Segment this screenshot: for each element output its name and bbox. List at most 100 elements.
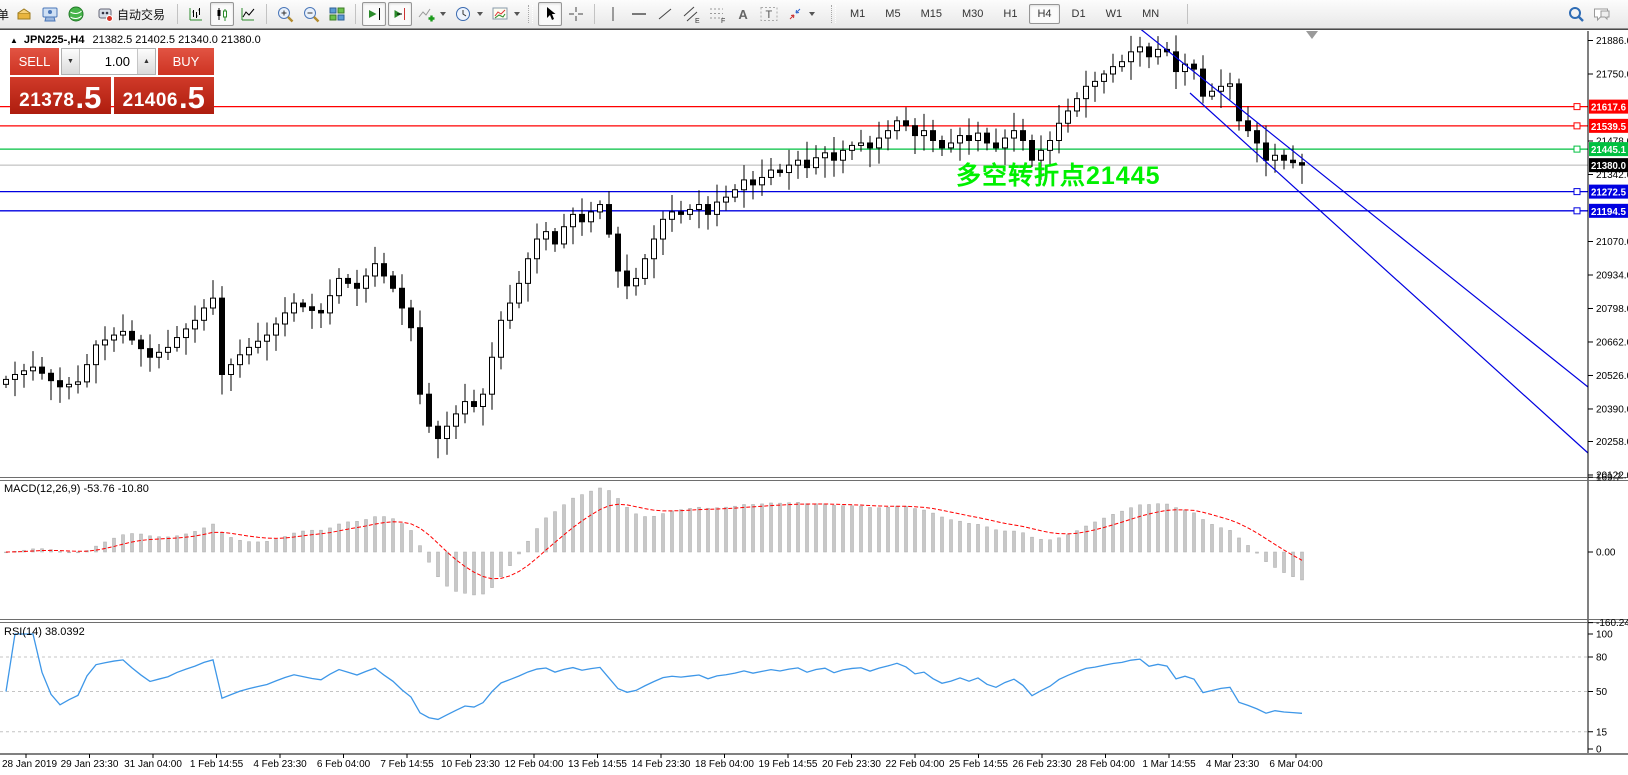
green-globe-icon[interactable] (64, 2, 88, 26)
line-chart-icon[interactable] (236, 2, 260, 26)
text-label-glyph: T (766, 9, 773, 21)
price-badge[interactable] (1589, 158, 1628, 173)
volume-increase-button[interactable]: ▲ (137, 49, 155, 74)
crosshair-icon[interactable] (564, 2, 588, 26)
buy-price-display[interactable]: 21406.5 (113, 77, 214, 114)
macd-histogram-bar (139, 533, 143, 553)
price-tick-label: 21750.0 (1596, 70, 1628, 81)
line-anchor-handle[interactable] (1573, 122, 1581, 130)
cursor-icon[interactable] (538, 2, 563, 26)
candle-body (525, 258, 531, 284)
candle-body (1263, 142, 1269, 161)
timeframe-button-m15[interactable]: M15 (920, 8, 942, 20)
price-badge[interactable] (1589, 118, 1628, 133)
macd-histogram-bar (985, 526, 989, 553)
chat-icon[interactable] (1590, 2, 1614, 26)
chart-shift-icon-svg (394, 8, 406, 20)
trendline[interactable] (1138, 30, 1589, 388)
timeframe-button-d1[interactable]: D1 (1071, 8, 1086, 20)
time-tick-label: 12 Feb 04:00 (505, 759, 564, 770)
search-icon[interactable] (1564, 2, 1588, 26)
volume-decrease-button[interactable]: ▼ (62, 49, 80, 74)
indicators-dropdown-arrow[interactable] (440, 12, 447, 16)
candle-body (1056, 122, 1062, 142)
text-icon[interactable]: A (738, 6, 748, 22)
line-anchor-handle[interactable] (1573, 103, 1581, 111)
equidistant-channel-icon[interactable]: E (679, 2, 703, 26)
horizontal-line-icon[interactable] (627, 2, 651, 26)
macd-histogram-bar (490, 551, 494, 588)
bar-chart-icon[interactable] (184, 2, 208, 26)
sell-price-display[interactable]: 21378.5 (10, 77, 111, 114)
macd-histogram-bar (175, 535, 179, 553)
chart-canvas[interactable]: 21886.0 21750.0 21478.0 21342.0 21070.0 20934… (0, 30, 1628, 775)
rsi-tick-label: 50 (1596, 687, 1608, 698)
candle-body (507, 302, 513, 321)
timeframe-button-m1[interactable]: M1 (850, 8, 866, 20)
candlestick-chart-icon[interactable] (210, 2, 235, 26)
macd-histogram-bar (697, 506, 701, 553)
zoom-out-icon[interactable] (299, 2, 323, 26)
templates-dropdown-arrow[interactable] (514, 12, 521, 16)
one-click-trading-panel: SELL ▼ 1.00 ▲ BUY 21378.5 21406.5 (10, 48, 214, 114)
macd-histogram-bar (1219, 527, 1223, 553)
price-badge[interactable] (1589, 99, 1628, 114)
timeframe-button-m5[interactable]: M5 (885, 8, 901, 20)
macd-histogram-bar (1048, 539, 1052, 553)
chart-shift-icon[interactable] (388, 2, 413, 26)
price-badge[interactable] (1589, 203, 1628, 218)
macd-histogram-bar (535, 528, 539, 553)
line-anchor-handle[interactable] (1573, 188, 1581, 196)
candle-body (264, 334, 270, 342)
macd-histogram-bar (634, 513, 638, 553)
trendline-icon[interactable] (653, 2, 677, 26)
line-anchor-handle[interactable] (1573, 145, 1581, 153)
candle-body (939, 140, 945, 149)
vertical-line-icon[interactable] (601, 2, 625, 26)
autotrading-button[interactable]: 自动交易 (90, 2, 171, 26)
gold-package-icon[interactable] (12, 2, 36, 26)
candle-body (1092, 80, 1098, 87)
ohlc-values: 21382.5 21402.5 21340.0 21380.0 (92, 34, 261, 46)
collapse-panel-icon[interactable]: ▲ (10, 36, 18, 45)
sell-button[interactable]: SELL (10, 48, 59, 75)
timeframe-button-mn[interactable]: MN (1142, 8, 1160, 20)
price-badge[interactable] (1589, 184, 1628, 199)
tile-windows-icon[interactable] (325, 2, 349, 26)
trendline[interactable] (1189, 92, 1589, 454)
user-terminal-icon[interactable] (38, 2, 62, 26)
auto-scroll-icon[interactable] (362, 2, 387, 26)
timeframe-button-w1[interactable]: W1 (1105, 8, 1123, 20)
pane-separator[interactable] (0, 622, 1628, 623)
line-anchor-handle[interactable] (1573, 207, 1581, 215)
arrows-dropdown-arrow[interactable] (809, 12, 816, 16)
pane-separator[interactable] (0, 619, 1628, 620)
indicators-icon[interactable] (414, 2, 438, 26)
zoom-in-icon[interactable] (273, 2, 297, 26)
macd-histogram-bar (877, 507, 881, 553)
time-tick-label: 20 Feb 23:30 (822, 759, 881, 770)
timeframe-button-m30[interactable]: M30 (961, 8, 984, 20)
volume-input[interactable]: 1.00 (104, 54, 130, 69)
fibonacci-icon[interactable]: F (705, 2, 729, 26)
timeframe-button-h1[interactable]: H1 (1003, 8, 1018, 20)
new-order-button-clipped[interactable]: 单 (0, 7, 10, 22)
arrows-tool-icon[interactable] (783, 2, 807, 26)
toolbar-separator (355, 4, 357, 24)
macd-histogram-bar (310, 529, 314, 553)
period-dropdown-arrow[interactable] (477, 12, 484, 16)
pane-separator[interactable] (0, 480, 1628, 481)
text-label-icon[interactable]: T (757, 2, 781, 26)
candle-body (1236, 83, 1242, 122)
macd-histogram-bar (1075, 530, 1079, 553)
candle-body (120, 330, 126, 336)
price-badge[interactable] (1589, 142, 1628, 157)
price-tick-label: 20122.0 (1596, 470, 1628, 481)
period-clock-icon[interactable] (451, 2, 475, 26)
templates-icon[interactable] (488, 2, 512, 26)
timeframe-button-h4[interactable]: H4 (1029, 4, 1060, 24)
annotation-text[interactable]: 多空转折点21445 (956, 162, 1161, 190)
shift-marker-icon[interactable] (1306, 31, 1318, 39)
pane-separator[interactable] (0, 477, 1628, 478)
buy-button[interactable]: BUY (158, 48, 214, 75)
